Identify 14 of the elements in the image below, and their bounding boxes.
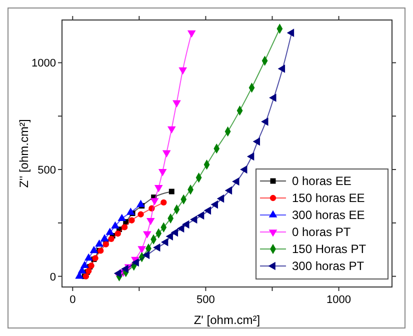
legend-label: 300 horas PT xyxy=(292,259,365,273)
x-tick-label: 500 xyxy=(196,294,215,306)
legend-label: 0 horas PT xyxy=(292,225,352,239)
legend-label: 300 horas EE xyxy=(292,208,365,222)
x-tick-label: 0 xyxy=(70,294,76,306)
y-tick-label: 1000 xyxy=(32,58,56,70)
x-axis-title: Z' [ohm.cm²] xyxy=(194,313,260,327)
y-axis-title: Z'' [ohm.cm²] xyxy=(17,119,31,188)
y-tick-label: 0 xyxy=(50,271,56,284)
legend-label: 0 horas EE xyxy=(292,174,352,188)
y-tick-label: 500 xyxy=(38,164,56,177)
legend-label: 150 Horas PT xyxy=(292,242,367,256)
legend-label: 150 horas EE xyxy=(292,191,365,205)
x-tick-label: 1000 xyxy=(326,294,352,306)
